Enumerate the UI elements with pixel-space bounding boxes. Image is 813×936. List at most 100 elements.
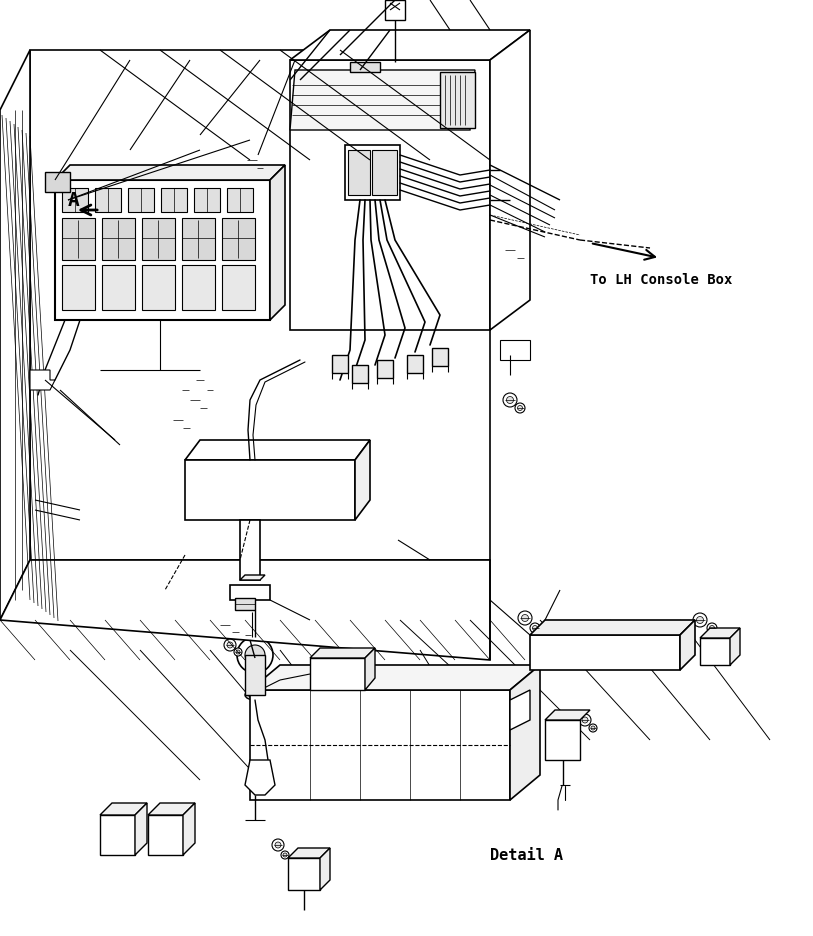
Polygon shape xyxy=(355,440,370,520)
Polygon shape xyxy=(142,265,175,310)
Circle shape xyxy=(710,625,715,631)
Circle shape xyxy=(171,413,185,427)
Circle shape xyxy=(283,853,287,857)
Circle shape xyxy=(208,388,212,392)
Polygon shape xyxy=(530,620,695,635)
Polygon shape xyxy=(350,62,380,72)
Polygon shape xyxy=(135,803,147,855)
Circle shape xyxy=(625,643,643,661)
Circle shape xyxy=(230,627,240,637)
Polygon shape xyxy=(55,165,285,180)
Polygon shape xyxy=(142,218,175,260)
Polygon shape xyxy=(235,598,255,610)
Polygon shape xyxy=(270,165,285,320)
Polygon shape xyxy=(100,803,147,815)
Circle shape xyxy=(657,647,667,657)
Circle shape xyxy=(188,393,202,407)
Circle shape xyxy=(275,842,281,848)
Polygon shape xyxy=(0,560,490,660)
Circle shape xyxy=(184,426,189,431)
Ellipse shape xyxy=(245,690,265,700)
Circle shape xyxy=(245,645,265,665)
Circle shape xyxy=(198,403,208,413)
Polygon shape xyxy=(30,370,55,390)
Circle shape xyxy=(272,839,284,851)
Polygon shape xyxy=(432,348,448,366)
Circle shape xyxy=(515,253,525,263)
Polygon shape xyxy=(45,172,70,192)
Circle shape xyxy=(237,637,273,673)
Polygon shape xyxy=(194,188,220,212)
Circle shape xyxy=(582,717,588,723)
Ellipse shape xyxy=(46,186,71,198)
Polygon shape xyxy=(290,30,530,60)
Ellipse shape xyxy=(352,379,368,387)
Polygon shape xyxy=(288,858,320,890)
Circle shape xyxy=(281,851,289,859)
Circle shape xyxy=(518,405,523,411)
Polygon shape xyxy=(545,720,580,760)
Circle shape xyxy=(693,613,707,627)
Circle shape xyxy=(579,714,591,726)
Circle shape xyxy=(221,622,228,628)
Circle shape xyxy=(506,246,514,254)
Circle shape xyxy=(246,633,250,637)
Circle shape xyxy=(591,726,595,730)
Polygon shape xyxy=(62,265,95,310)
Circle shape xyxy=(653,643,671,661)
Circle shape xyxy=(589,724,597,732)
Polygon shape xyxy=(288,848,330,858)
Ellipse shape xyxy=(377,374,393,382)
Circle shape xyxy=(545,647,555,657)
Polygon shape xyxy=(240,520,260,580)
Polygon shape xyxy=(320,848,330,890)
Ellipse shape xyxy=(432,362,448,370)
Polygon shape xyxy=(250,665,540,690)
Polygon shape xyxy=(290,60,490,330)
Polygon shape xyxy=(490,30,530,330)
Polygon shape xyxy=(102,218,135,260)
Text: To LH Console Box: To LH Console Box xyxy=(590,273,733,287)
Circle shape xyxy=(181,423,191,433)
Polygon shape xyxy=(102,265,135,310)
Ellipse shape xyxy=(352,361,368,369)
Polygon shape xyxy=(227,188,253,212)
Circle shape xyxy=(224,639,236,651)
Circle shape xyxy=(245,153,259,167)
Polygon shape xyxy=(365,648,375,690)
Ellipse shape xyxy=(332,369,348,377)
Polygon shape xyxy=(222,218,255,260)
Polygon shape xyxy=(545,710,590,720)
Polygon shape xyxy=(680,620,695,670)
Polygon shape xyxy=(0,50,30,620)
Polygon shape xyxy=(730,628,740,665)
Circle shape xyxy=(697,617,703,623)
Ellipse shape xyxy=(332,351,348,359)
Circle shape xyxy=(518,611,532,625)
Polygon shape xyxy=(230,585,270,600)
Polygon shape xyxy=(310,648,375,658)
Circle shape xyxy=(407,542,423,558)
Circle shape xyxy=(530,623,540,633)
Circle shape xyxy=(533,625,537,631)
Circle shape xyxy=(197,377,203,383)
Polygon shape xyxy=(385,0,405,20)
Polygon shape xyxy=(30,50,490,560)
Polygon shape xyxy=(352,365,368,383)
Polygon shape xyxy=(500,340,530,360)
Circle shape xyxy=(521,615,528,622)
Ellipse shape xyxy=(46,166,71,178)
Polygon shape xyxy=(700,638,730,665)
Polygon shape xyxy=(245,655,265,695)
Polygon shape xyxy=(148,803,195,815)
Polygon shape xyxy=(510,665,540,800)
Polygon shape xyxy=(407,355,423,373)
Polygon shape xyxy=(222,265,255,310)
Polygon shape xyxy=(332,355,348,373)
Circle shape xyxy=(175,417,181,423)
Polygon shape xyxy=(440,72,475,128)
Polygon shape xyxy=(345,145,400,200)
Circle shape xyxy=(569,643,587,661)
Polygon shape xyxy=(161,188,187,212)
Polygon shape xyxy=(62,218,95,260)
